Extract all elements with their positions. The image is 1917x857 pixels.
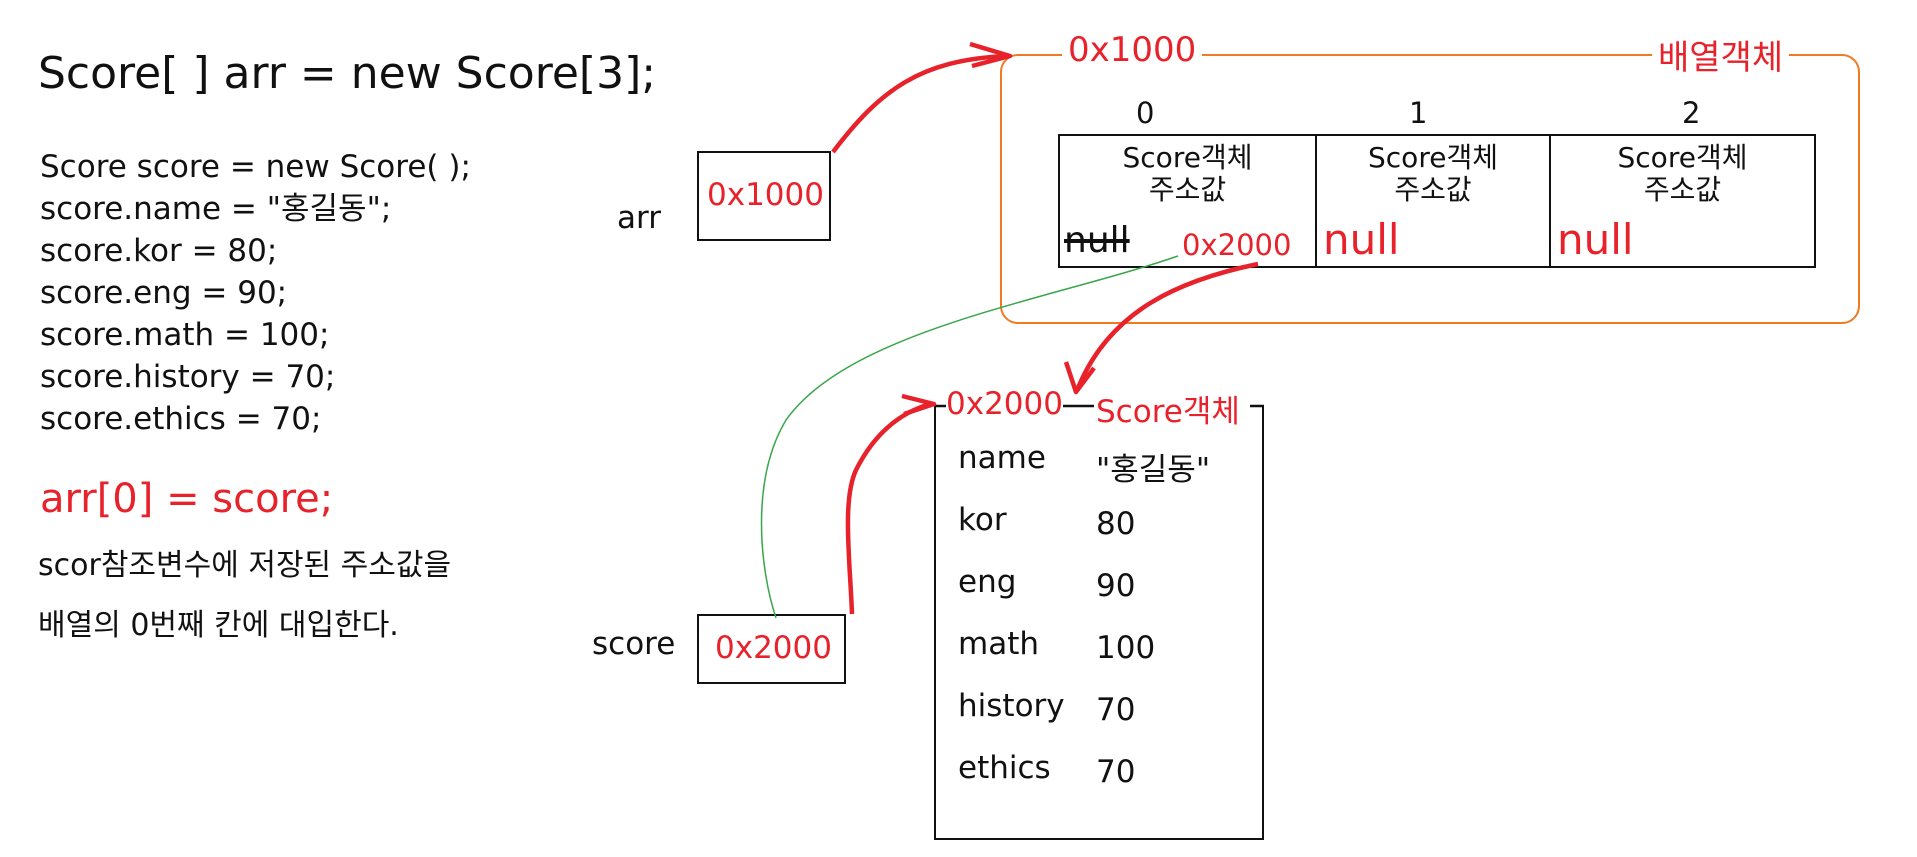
array-index: 0 — [1136, 96, 1155, 130]
field-name: math — [958, 626, 1039, 662]
code-line: Score score = new Score( ); — [40, 149, 471, 185]
field-name: name — [958, 440, 1046, 476]
array-object-address: 0x1000 — [1062, 30, 1203, 70]
score-reference-value: 0x2000 — [715, 630, 832, 666]
cell-title-line: Score객체 — [1122, 141, 1253, 174]
cell-null-value: null — [1323, 215, 1400, 264]
cell-null-value: null — [1557, 215, 1634, 264]
arrowhead-icon — [1063, 361, 1096, 395]
score-object-label: Score객체 — [1096, 386, 1240, 431]
struck-null-value: null — [1064, 220, 1130, 261]
field-value: 70 — [1096, 754, 1136, 790]
field-name: history — [958, 688, 1065, 724]
array-object-frame — [1000, 54, 1860, 324]
code-line: score.ethics = 70; — [40, 401, 322, 437]
array-object-label: 배열객체 — [1652, 30, 1790, 79]
field-name: kor — [958, 502, 1007, 538]
field-value: 80 — [1096, 506, 1136, 542]
explanation-line: 배열의 0번째 칸에 대입한다. — [38, 608, 399, 643]
array-index: 2 — [1682, 96, 1701, 130]
arr-reference-value: 0x1000 — [707, 177, 824, 213]
array-cell-0: Score객체 주소값 null 0x2000 — [1060, 136, 1315, 266]
arr-variable-label: arr — [617, 200, 661, 236]
explanation-line: scor참조변수에 저장된 주소값을 — [38, 548, 452, 583]
arrow-score-to-object — [845, 401, 931, 615]
cell-title-line: Score객체 — [1617, 141, 1748, 174]
cell-title: Score객체 주소값 — [1060, 142, 1315, 206]
field-value: 90 — [1096, 568, 1136, 604]
cell-address-value: 0x2000 — [1182, 228, 1292, 262]
field-value: "홍길동" — [1096, 452, 1211, 488]
array-index: 1 — [1409, 96, 1428, 130]
score-reference-box: 0x2000 — [697, 614, 846, 684]
arrowhead-icon — [901, 393, 937, 417]
field-name: ethics — [958, 750, 1051, 786]
score-object-frame — [934, 406, 1264, 840]
cell-title-line: 주소값 — [1643, 173, 1722, 206]
code-line: score.kor = 80; — [40, 233, 278, 269]
field-name: eng — [958, 564, 1017, 600]
arr-reference-box: 0x1000 — [697, 151, 831, 241]
field-value: 100 — [1096, 630, 1156, 666]
field-value: 70 — [1096, 692, 1136, 728]
score-variable-label: score — [592, 626, 676, 662]
cell-title-line: Score객체 — [1368, 141, 1498, 174]
array-declaration: Score[ ] arr = new Score[3]; — [38, 48, 657, 99]
score-object-address: 0x2000 — [946, 386, 1063, 422]
array-cells: Score객체 주소값 null 0x2000 Score객체 주소값 null… — [1058, 134, 1816, 268]
arrow-arr-to-array — [831, 53, 1007, 154]
code-line: score.eng = 90; — [40, 275, 288, 311]
cell-title-line: 주소값 — [1394, 173, 1472, 206]
cell-title: Score객체 주소값 — [1317, 142, 1549, 206]
cell-title: Score객체 주소값 — [1551, 142, 1814, 206]
code-line: score.history = 70; — [40, 359, 336, 395]
cell-title-line: 주소값 — [1148, 173, 1227, 206]
assignment-statement: arr[0] = score; — [40, 476, 334, 522]
code-line: score.name = "홍길동"; — [40, 191, 392, 227]
array-cell-2: Score객체 주소값 null — [1549, 136, 1814, 266]
code-line: score.math = 100; — [40, 317, 330, 353]
array-cell-1: Score객체 주소값 null — [1315, 136, 1549, 266]
